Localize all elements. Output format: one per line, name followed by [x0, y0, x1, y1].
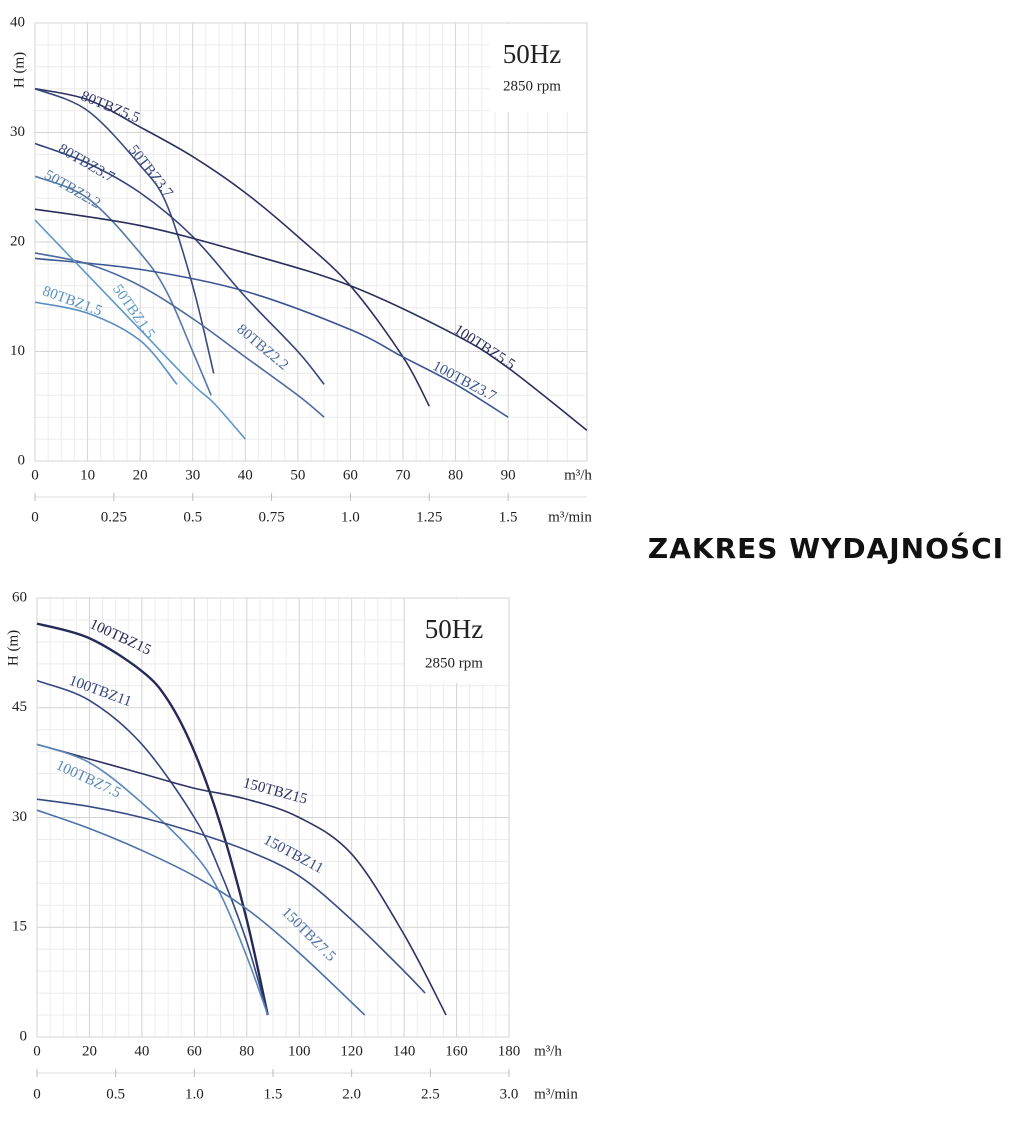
y-tick-label: 30: [10, 124, 25, 140]
curve: [34, 87, 430, 407]
curve: [36, 679, 269, 1016]
chart: 0 10 20 30 40 50 60 70 80 90 0 10 20 30 40 0 0.25 0.5 0.75…: [10, 14, 592, 525]
y-tick-label: 20: [10, 233, 25, 249]
curve: [34, 87, 215, 374]
x-tick-label: 80: [448, 467, 463, 483]
x-tick-label: 0: [31, 467, 39, 483]
heading: ZAKRES WYDAJNOŚCI: [648, 531, 1004, 565]
x-tick-label: 20: [82, 1043, 97, 1059]
x-tick-label: 40: [238, 467, 253, 483]
curve: [36, 743, 447, 1016]
x-tick-label: 100: [288, 1043, 311, 1059]
curve: [34, 219, 246, 440]
x-unit-label: m³/h: [564, 467, 592, 483]
x-tick-label: 80: [239, 1043, 254, 1059]
x2-tick-label: 1.5: [264, 1086, 283, 1102]
curve: [34, 257, 509, 418]
curve: [34, 252, 325, 418]
x2-tick-label: 0: [31, 509, 39, 525]
curve: [34, 208, 588, 431]
y-tick-label: 60: [12, 589, 27, 605]
x-tick-label: 120: [340, 1043, 363, 1059]
curve: [36, 622, 269, 1016]
x-tick-label: 60: [343, 467, 358, 483]
info-box: [405, 599, 508, 683]
x2-unit-label: m³/min: [534, 1086, 578, 1102]
x2-tick-label: 2.5: [421, 1086, 440, 1102]
curve: [36, 809, 366, 1016]
y-tick-label: 10: [10, 343, 25, 359]
x2-tick-label: 1.25: [416, 509, 442, 525]
x2-tick-label: 0.5: [183, 509, 202, 525]
y-tick-label: 40: [10, 14, 25, 30]
x2-unit-label: m³/min: [548, 509, 592, 525]
x-tick-label: 60: [187, 1043, 202, 1059]
chart-title: 50Hz: [425, 614, 483, 644]
x-tick-label: 20: [133, 467, 148, 483]
curve: [34, 301, 178, 385]
y-tick-label: 15: [12, 919, 27, 935]
chart-subtitle: 2850 rpm: [503, 78, 561, 94]
curve: [34, 142, 325, 385]
y-axis-label: H (m): [11, 52, 27, 88]
y-axis-label: H (m): [5, 630, 21, 666]
x-tick-label: 70: [396, 467, 411, 483]
x-tick-label: 10: [80, 467, 95, 483]
x-tick-label: 30: [185, 467, 200, 483]
x2-tick-label: 1.5: [499, 509, 518, 525]
x2-tick-label: 1.0: [341, 509, 360, 525]
x2-tick-label: 3.0: [500, 1086, 519, 1102]
x-unit-label: m³/h: [534, 1043, 562, 1059]
chart-subtitle: 2850 rpm: [425, 655, 483, 671]
chart: 0 20 40 60 80 100 120 140 160 180 0 15 30 45 60 0 0.5 1.0…: [5, 589, 578, 1102]
curve: [36, 798, 426, 994]
x-tick-label: 140: [393, 1043, 416, 1059]
curve: [36, 743, 269, 1016]
x2-tick-label: 0.75: [258, 509, 284, 525]
y-tick-label: 30: [12, 809, 27, 825]
y-tick-label: 0: [20, 1028, 28, 1044]
x-tick-label: 180: [498, 1043, 521, 1059]
x-tick-label: 50: [290, 467, 305, 483]
y-tick-label: 0: [18, 452, 26, 468]
x2-tick-label: 0.25: [101, 509, 127, 525]
y-tick-label: 45: [12, 699, 27, 715]
x-tick-label: 0: [33, 1043, 41, 1059]
x-tick-label: 90: [501, 467, 516, 483]
chart-title: 50Hz: [503, 39, 561, 69]
x2-tick-label: 2.0: [342, 1086, 361, 1102]
x-tick-label: 160: [445, 1043, 468, 1059]
x2-tick-label: 1.0: [185, 1086, 204, 1102]
x2-tick-label: 0.5: [106, 1086, 125, 1102]
x-tick-label: 40: [134, 1043, 149, 1059]
x2-tick-label: 0: [33, 1086, 41, 1102]
info-box: [490, 24, 586, 112]
